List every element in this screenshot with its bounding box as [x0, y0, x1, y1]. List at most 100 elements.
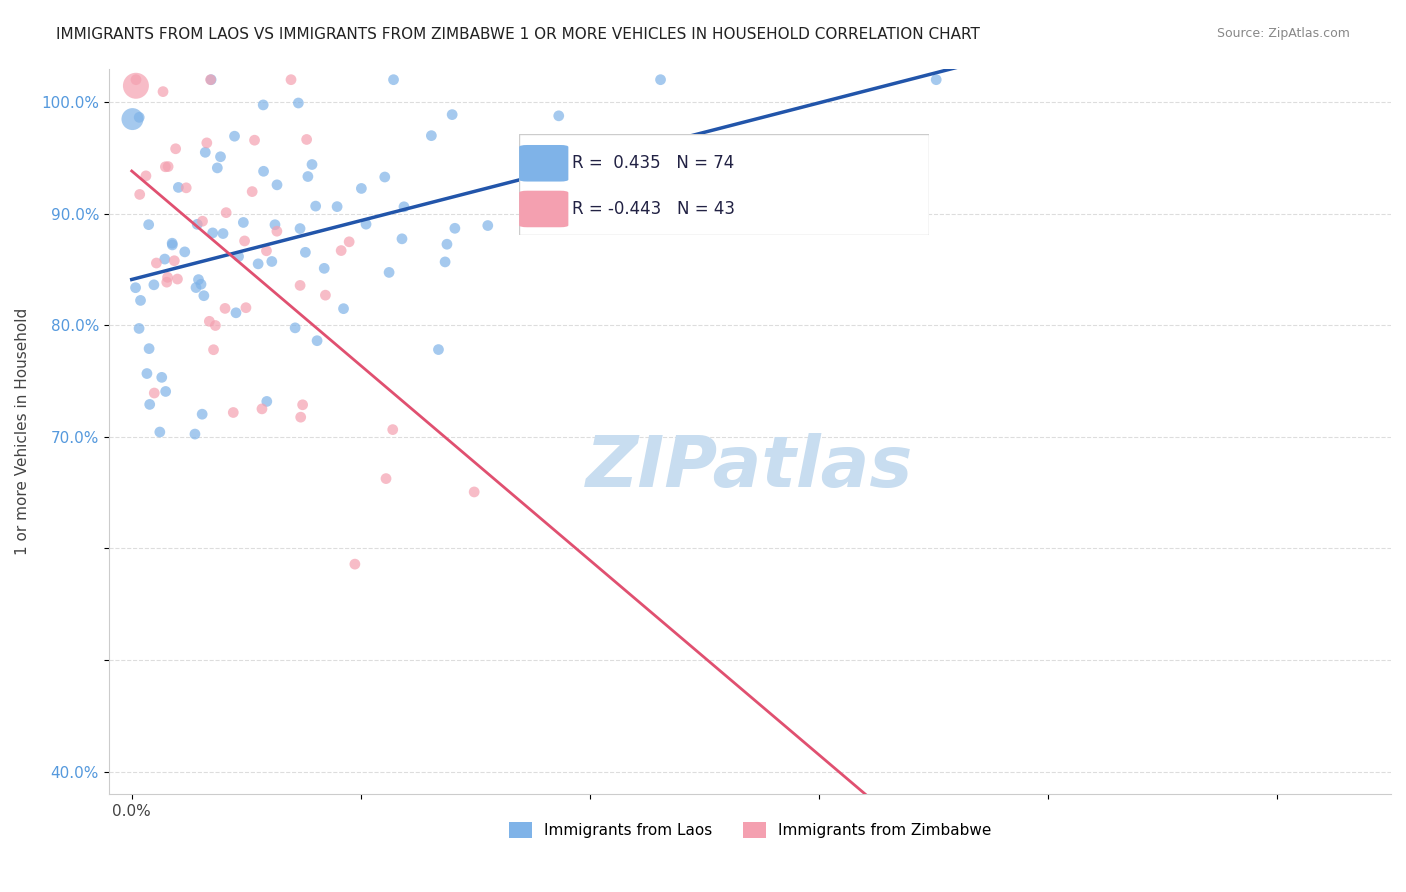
Point — [212, 227, 235, 241]
Point — [209, 150, 232, 164]
Point — [157, 160, 180, 174]
Point — [297, 169, 319, 184]
Point — [314, 261, 336, 276]
Point — [214, 301, 236, 316]
Text: IMMIGRANTS FROM LAOS VS IMMIGRANTS FROM ZIMBABWE 1 OR MORE VEHICLES IN HOUSEHOLD: IMMIGRANTS FROM LAOS VS IMMIGRANTS FROM … — [56, 27, 980, 42]
Point — [307, 334, 329, 348]
Point — [288, 278, 311, 293]
Point — [256, 244, 278, 258]
Point — [165, 142, 187, 156]
Point — [441, 107, 464, 121]
Point — [232, 215, 254, 229]
Point — [252, 164, 274, 178]
Point — [264, 218, 287, 232]
Point — [375, 472, 398, 486]
Point — [343, 557, 366, 571]
Point — [125, 72, 148, 87]
Point — [215, 205, 238, 219]
Point — [128, 321, 150, 335]
Point — [195, 136, 218, 150]
Text: ZIPatlas: ZIPatlas — [586, 433, 914, 502]
Point — [153, 252, 176, 266]
Point — [191, 214, 214, 228]
Point — [287, 95, 309, 110]
Point — [420, 128, 443, 143]
Point — [391, 232, 413, 246]
Point — [332, 301, 354, 316]
Point — [184, 280, 207, 294]
Point — [207, 161, 229, 175]
Point — [156, 275, 179, 289]
Point — [150, 370, 173, 384]
Point — [166, 272, 188, 286]
Point — [149, 425, 172, 439]
Point — [256, 394, 278, 409]
Y-axis label: 1 or more Vehicles in Household: 1 or more Vehicles in Household — [15, 308, 30, 555]
Point — [135, 367, 157, 381]
Point — [382, 72, 405, 87]
Point — [173, 244, 195, 259]
Point — [284, 321, 307, 335]
Point — [155, 160, 177, 174]
Point — [222, 405, 245, 419]
Point — [162, 238, 184, 252]
Point — [128, 187, 150, 202]
Point — [143, 386, 166, 401]
Point — [374, 169, 396, 184]
Point — [190, 277, 212, 292]
Point — [381, 423, 404, 437]
Point — [198, 314, 221, 328]
Point — [650, 72, 672, 87]
Point — [578, 159, 600, 173]
Point — [184, 427, 207, 442]
Point — [187, 272, 209, 286]
Point — [337, 235, 360, 249]
Point — [280, 72, 302, 87]
Point — [243, 133, 266, 147]
Point — [142, 277, 165, 292]
Point — [125, 78, 148, 93]
Point — [558, 150, 581, 164]
Point — [515, 199, 537, 213]
Point — [186, 217, 208, 231]
Point — [477, 219, 499, 233]
Point — [138, 397, 160, 411]
Point — [925, 72, 948, 87]
Point — [224, 129, 246, 144]
Point — [266, 224, 288, 238]
Point — [330, 244, 353, 258]
Point — [266, 178, 288, 192]
Point — [290, 410, 312, 425]
Point — [124, 281, 146, 295]
Point — [260, 254, 283, 268]
Point — [156, 270, 179, 285]
Point — [193, 289, 215, 303]
Point — [444, 221, 467, 235]
Point — [225, 306, 247, 320]
Point — [247, 257, 270, 271]
Point — [135, 169, 157, 183]
Point — [294, 245, 316, 260]
Point — [152, 85, 174, 99]
Point — [288, 221, 311, 235]
Legend: Immigrants from Laos, Immigrants from Zimbabwe: Immigrants from Laos, Immigrants from Zi… — [502, 816, 997, 845]
Point — [434, 255, 457, 269]
Point — [228, 250, 250, 264]
Point — [138, 218, 160, 232]
Point — [145, 256, 167, 270]
Point — [305, 199, 328, 213]
Point — [233, 234, 256, 248]
Point — [129, 293, 152, 308]
Point — [392, 200, 415, 214]
Point — [463, 485, 485, 500]
Point — [200, 72, 222, 87]
Point — [378, 265, 401, 279]
Point — [167, 180, 190, 194]
Point — [204, 318, 226, 333]
Point — [314, 288, 336, 302]
Point — [202, 343, 225, 357]
Point — [200, 72, 222, 87]
Text: Source: ZipAtlas.com: Source: ZipAtlas.com — [1216, 27, 1350, 40]
Point — [326, 200, 349, 214]
Point — [547, 109, 569, 123]
